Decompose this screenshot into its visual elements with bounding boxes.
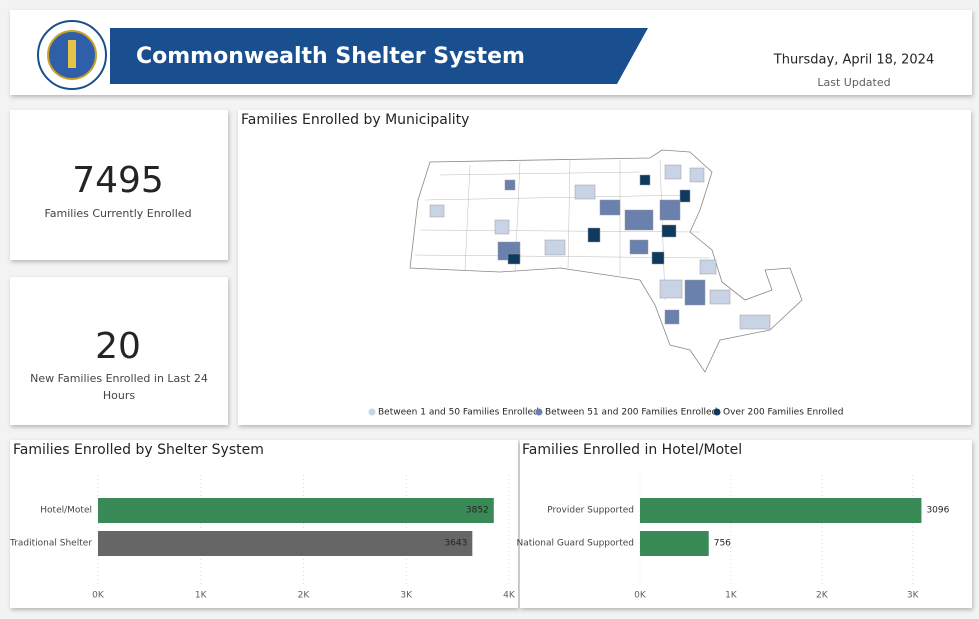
category-label: National Guard Supported xyxy=(516,539,634,549)
map-title: Families Enrolled by Municipality xyxy=(241,112,469,128)
legend-swatch xyxy=(713,408,721,416)
x-tick-label: 0K xyxy=(634,591,647,601)
kpi-label: New Families Enrolled in Last 24 Hours xyxy=(30,372,208,402)
kpi-label-box: New Families Enrolled in Last 24 Hours xyxy=(30,372,208,402)
bar xyxy=(98,498,494,523)
chart-card xyxy=(10,440,518,608)
bar xyxy=(98,531,473,556)
kpi-label: Families Currently Enrolled xyxy=(44,207,191,220)
category-label: Traditional Shelter xyxy=(9,539,92,549)
category-label: Hotel/Motel xyxy=(40,506,92,516)
value-label: 756 xyxy=(714,539,731,549)
legend-label: Between 51 and 200 Families Enrolled xyxy=(545,408,717,418)
legend-swatch xyxy=(535,408,543,416)
map xyxy=(409,149,803,373)
kpi-value: 20 xyxy=(95,326,141,367)
kpi-card xyxy=(10,110,228,260)
x-tick-label: 4K xyxy=(503,591,516,601)
x-tick-label: 1K xyxy=(725,591,738,601)
chart-card xyxy=(520,440,972,608)
x-tick-label: 2K xyxy=(298,591,311,601)
date-label: Last Updated xyxy=(817,76,890,89)
x-tick-label: 0K xyxy=(92,591,105,601)
kpi-value: 7495 xyxy=(72,160,164,201)
bar xyxy=(640,531,709,556)
title-banner xyxy=(110,28,648,84)
x-tick-label: 3K xyxy=(400,591,413,601)
bar xyxy=(640,498,922,523)
page-title: Commonwealth Shelter System xyxy=(136,44,525,69)
seal xyxy=(37,20,107,90)
value-label: 3096 xyxy=(926,506,949,516)
x-tick-label: 1K xyxy=(195,591,208,601)
legend-swatch xyxy=(368,408,376,416)
date: Thursday, April 18, 2024 xyxy=(773,53,934,68)
value-label: 3852 xyxy=(466,506,489,516)
kpi-card xyxy=(10,277,228,425)
legend-label: Over 200 Families Enrolled xyxy=(723,408,843,418)
x-tick-label: 2K xyxy=(816,591,829,601)
chart-title: Families Enrolled by Shelter System xyxy=(13,442,264,458)
x-tick-label: 3K xyxy=(907,591,920,601)
legend-label: Between 1 and 50 Families Enrolled xyxy=(378,408,539,418)
chart-title: Families Enrolled in Hotel/Motel xyxy=(522,442,742,458)
value-label: 3643 xyxy=(444,539,467,549)
category-label: Provider Supported xyxy=(547,506,634,516)
